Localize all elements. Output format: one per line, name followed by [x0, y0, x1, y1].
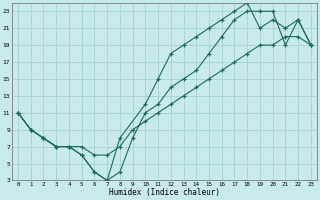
X-axis label: Humidex (Indice chaleur): Humidex (Indice chaleur) — [109, 188, 220, 197]
